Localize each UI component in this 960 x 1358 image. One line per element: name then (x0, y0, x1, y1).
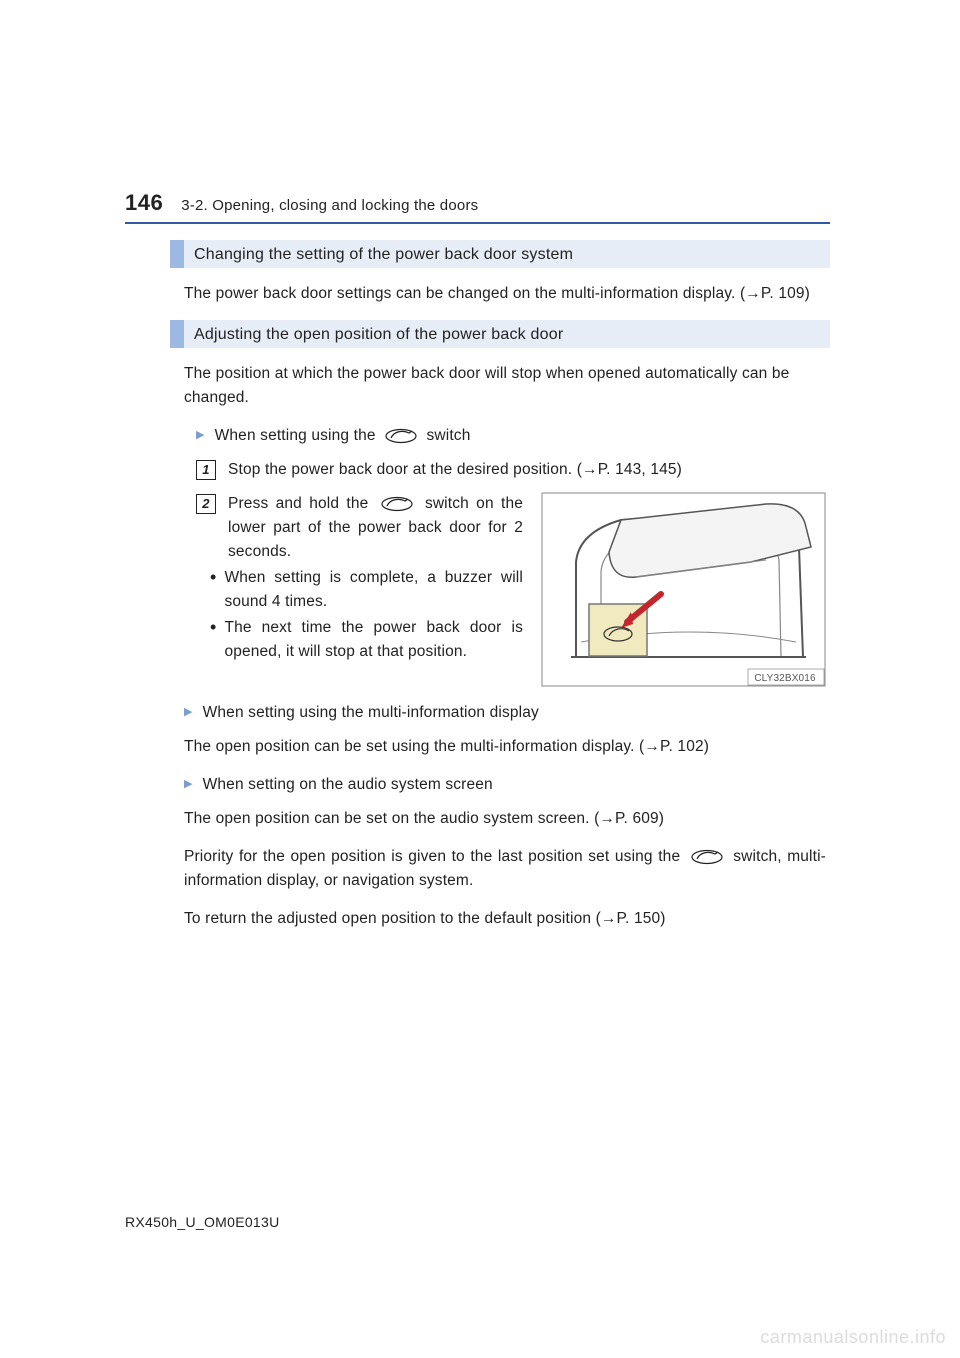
text: The open position can be set on the audi… (184, 810, 599, 827)
step-text: Stop the power back door at the desired … (228, 458, 826, 482)
watermark: carmanualsonline.info (760, 1327, 946, 1348)
document-id: RX450h_U_OM0E013U (125, 1214, 280, 1230)
text: Stop the power back door at the desired … (228, 461, 582, 478)
section-heading: Adjusting the open position of the power… (170, 320, 830, 348)
triangle-bullet-icon: ▶ (184, 773, 193, 797)
sub-bullet: • When setting is complete, a buzzer wil… (210, 566, 523, 614)
step-number-box: 1 (196, 460, 216, 480)
heading-accent (170, 320, 184, 348)
back-door-switch-icon (380, 496, 414, 512)
page-header: 146 3-2. Opening, closing and locking th… (125, 190, 830, 216)
arrow-right-icon: → (601, 910, 617, 927)
figure-back-door: CLY32BX016 (541, 492, 826, 687)
manual-page: 146 3-2. Opening, closing and locking th… (0, 0, 960, 1358)
figure-code: CLY32BX016 (754, 673, 816, 684)
heading-label: Adjusting the open position of the power… (184, 320, 830, 348)
text: P. 102) (660, 738, 709, 755)
step-number-box: 2 (196, 494, 216, 514)
text: When setting using the (215, 427, 380, 444)
step-text: Press and hold the switch on the lower p… (228, 492, 523, 564)
bullet-item: ▶ When setting using the multi-informati… (184, 701, 826, 725)
text: P. 150) (617, 910, 666, 927)
text: Press and hold the (228, 495, 376, 512)
sub-bullet-text: When setting is complete, a buzzer will … (224, 566, 523, 614)
paragraph: Priority for the open position is given … (184, 845, 826, 893)
bullet-text: When setting on the audio system screen (203, 773, 826, 797)
paragraph: The open position can be set on the audi… (184, 807, 826, 831)
step-text-column: 2 Press and hold the switch on the lower… (196, 492, 523, 687)
text: The open position can be set using the m… (184, 738, 644, 755)
section-path: 3-2. Opening, closing and locking the do… (181, 197, 478, 214)
back-door-switch-icon (690, 849, 724, 865)
header-rule (125, 222, 830, 224)
arrow-right-icon: → (599, 810, 615, 827)
dot-bullet-icon: • (210, 616, 216, 664)
section-body: The power back door settings can be chan… (170, 282, 830, 306)
heading-accent (170, 240, 184, 268)
text: To return the adjusted open position to … (184, 910, 601, 927)
sub-bullet: • The next time the power back door is o… (210, 616, 523, 664)
numbered-step: 2 Press and hold the switch on the lower… (196, 492, 523, 564)
paragraph: To return the adjusted open position to … (184, 907, 826, 931)
arrow-right-icon: → (582, 461, 598, 478)
triangle-bullet-icon: ▶ (184, 701, 193, 725)
text: Priority for the open position is given … (184, 848, 686, 865)
text: P. 109) (761, 285, 810, 302)
heading-label: Changing the setting of the power back d… (184, 240, 830, 268)
bullet-item: ▶ When setting on the audio system scree… (184, 773, 826, 797)
paragraph: The open position can be set using the m… (184, 735, 826, 759)
bullet-text: When setting using the multi-information… (203, 701, 826, 725)
page-number: 146 (125, 190, 163, 216)
bullet-item: ▶ When setting using the switch (196, 424, 826, 448)
paragraph: The power back door settings can be chan… (184, 282, 826, 306)
text: The power back door settings can be chan… (184, 285, 745, 302)
text: P. 609) (615, 810, 664, 827)
paragraph: The position at which the power back doo… (184, 362, 826, 410)
sub-bullet-text: The next time the power back door is ope… (224, 616, 523, 664)
arrow-right-icon: → (644, 738, 660, 755)
page-content: Changing the setting of the power back d… (170, 240, 830, 931)
triangle-bullet-icon: ▶ (196, 424, 205, 448)
back-door-switch-icon (384, 428, 418, 444)
step-with-figure: 2 Press and hold the switch on the lower… (196, 492, 826, 687)
arrow-right-icon: → (745, 285, 761, 302)
section-heading: Changing the setting of the power back d… (170, 240, 830, 268)
bullet-text: When setting using the switch (215, 424, 826, 448)
section-body: The position at which the power back doo… (170, 362, 830, 931)
dot-bullet-icon: • (210, 566, 216, 614)
numbered-step: 1 Stop the power back door at the desire… (196, 458, 826, 482)
text: switch (422, 427, 470, 444)
text: P. 143, 145) (598, 461, 682, 478)
